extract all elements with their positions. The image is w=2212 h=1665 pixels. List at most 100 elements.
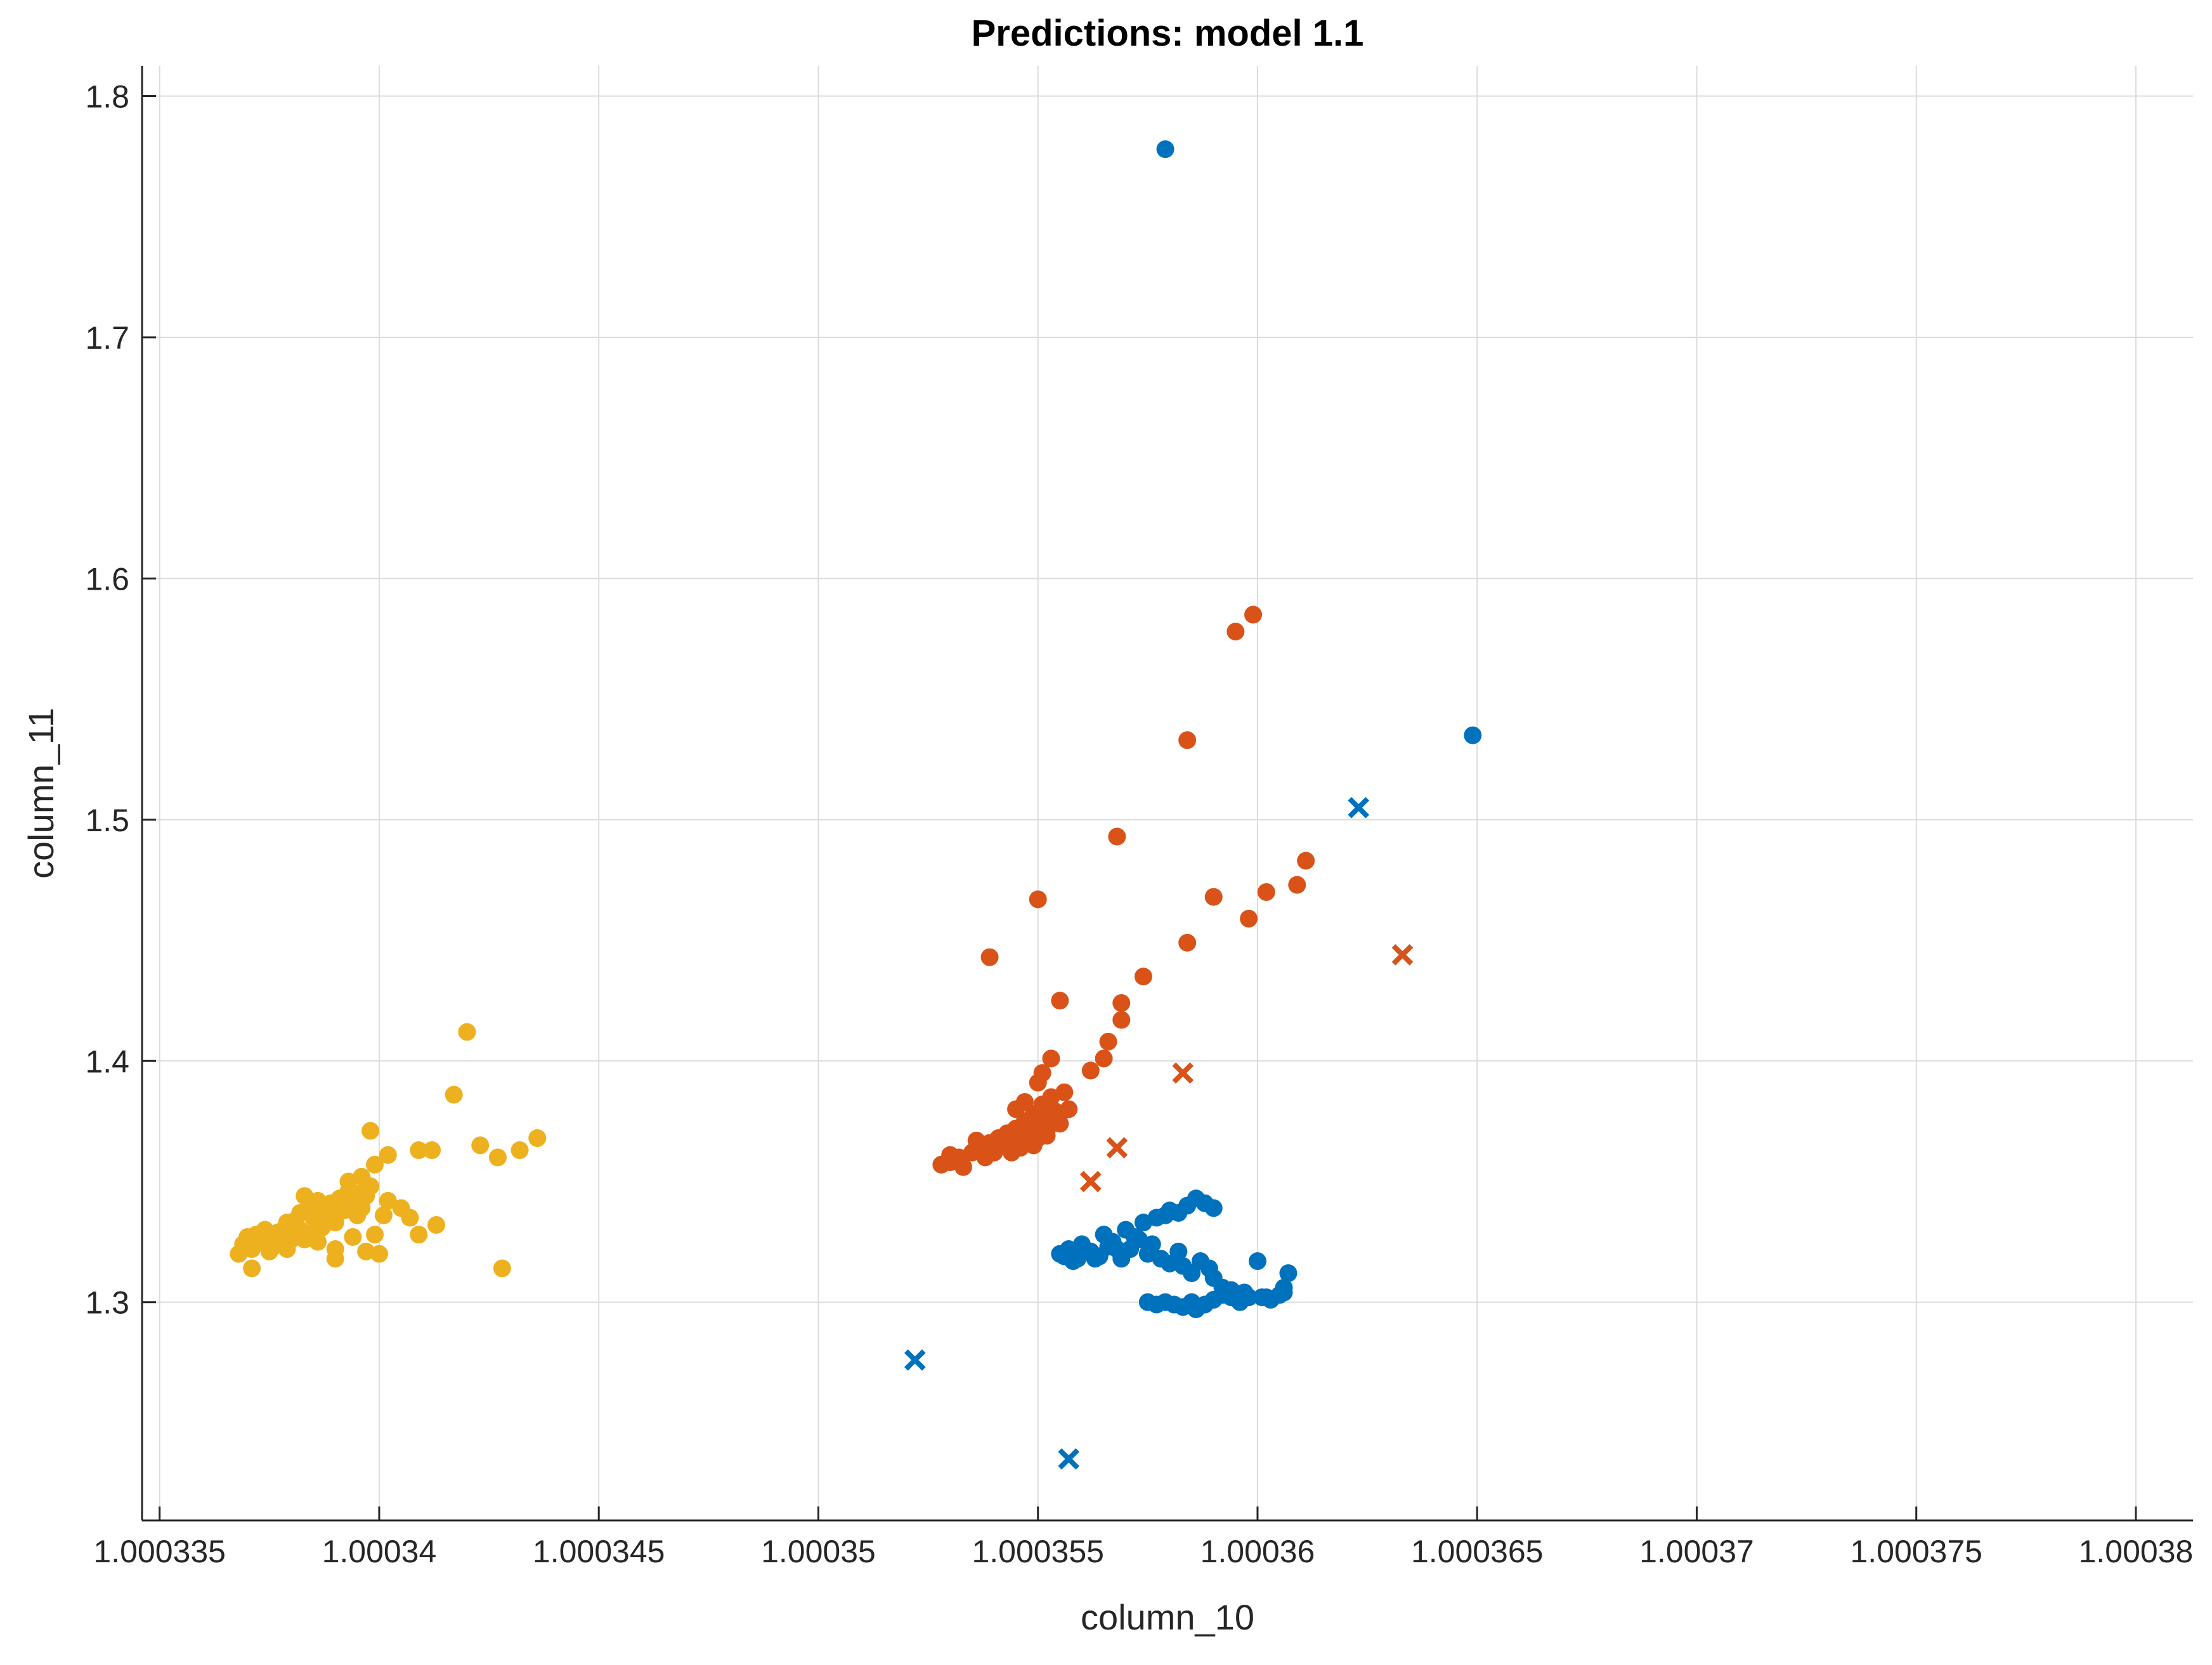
x-tick-label: 1.00034 — [322, 1534, 437, 1569]
yellow-correct-point — [471, 1136, 490, 1155]
orange-correct-point — [941, 1146, 960, 1164]
yellow-correct-point — [344, 1228, 362, 1246]
x-tick-label: 1.000345 — [533, 1534, 665, 1569]
orange-correct-point — [1244, 606, 1263, 624]
blue-correct-point — [1143, 1235, 1161, 1254]
x-tick-label: 1.00037 — [1639, 1534, 1754, 1569]
blue-correct-point — [1086, 1250, 1104, 1268]
x-tick-label: 1.000335 — [93, 1534, 226, 1569]
orange-correct-point — [1226, 623, 1245, 641]
orange-misclassified-x-marker — [1106, 1137, 1128, 1159]
y-tick-label: 1.4 — [85, 1044, 129, 1079]
yellow-correct-point — [511, 1141, 529, 1160]
blue-correct-point — [1261, 1290, 1280, 1309]
yellow-correct-point — [445, 1085, 463, 1104]
orange-correct-point — [1134, 968, 1152, 986]
orange-correct-point — [1288, 876, 1306, 894]
blue-correct-point — [1464, 726, 1482, 744]
y-tick-label: 1.6 — [85, 561, 129, 597]
blue-correct-point — [1072, 1240, 1091, 1259]
orange-correct-point — [1112, 994, 1131, 1012]
yellow-correct-point — [361, 1177, 380, 1196]
blue-correct-point — [1240, 1288, 1258, 1307]
orange-correct-point — [1033, 1064, 1051, 1082]
blue-correct-point — [1099, 1238, 1117, 1256]
orange-correct-point — [1024, 1136, 1043, 1155]
yellow-correct-point — [309, 1233, 327, 1251]
x-axis-title: column_10 — [1081, 1597, 1254, 1637]
orange-misclassified-x-marker — [1172, 1062, 1194, 1084]
orange-correct-point — [980, 948, 999, 966]
yellow-correct-point — [243, 1259, 261, 1278]
y-tick-label: 1.8 — [85, 79, 129, 115]
orange-correct-point — [1051, 1105, 1069, 1123]
yellow-correct-point — [458, 1023, 476, 1041]
blue-correct-point — [1275, 1283, 1293, 1302]
yellow-correct-point — [379, 1191, 397, 1210]
orange-correct-point — [1099, 1032, 1117, 1051]
yellow-correct-point — [528, 1129, 547, 1148]
x-tick-label: 1.000365 — [1411, 1534, 1544, 1569]
orange-correct-point — [1029, 890, 1047, 909]
x-tick-label: 1.000375 — [1850, 1534, 1982, 1569]
orange-correct-point — [1204, 888, 1223, 906]
blue-correct-point — [1248, 1252, 1266, 1271]
orange-correct-point — [1081, 1061, 1100, 1080]
y-tick-label: 1.5 — [85, 803, 129, 838]
yellow-correct-point — [374, 1206, 393, 1224]
blue-misclassified-x-marker — [1348, 796, 1370, 819]
blue-misclassified-x-marker — [1058, 1448, 1080, 1470]
data-points — [230, 140, 1482, 1470]
orange-correct-point — [1042, 1049, 1060, 1068]
yellow-correct-point — [423, 1141, 441, 1160]
orange-correct-point — [1038, 1127, 1056, 1145]
yellow-correct-point — [379, 1146, 397, 1164]
yellow-correct-point — [410, 1141, 428, 1160]
y-tick-label: 1.3 — [85, 1285, 129, 1321]
yellow-correct-point — [357, 1242, 375, 1260]
orange-correct-point — [1178, 933, 1197, 952]
yellow-correct-point — [326, 1250, 344, 1268]
orange-correct-point — [1055, 1083, 1074, 1101]
x-tick-label: 1.000355 — [972, 1534, 1104, 1569]
orange-correct-point — [1112, 1011, 1131, 1029]
yellow-correct-point — [296, 1230, 314, 1248]
yellow-correct-point — [366, 1226, 384, 1244]
blue-misclassified-x-marker — [904, 1349, 926, 1371]
yellow-correct-point — [493, 1259, 511, 1278]
x-tick-label: 1.00036 — [1200, 1534, 1315, 1569]
yellow-correct-point — [488, 1148, 507, 1167]
plot-area — [142, 66, 2193, 1520]
blue-correct-point — [1169, 1242, 1188, 1260]
yellow-correct-point — [427, 1215, 445, 1234]
yellow-correct-point — [370, 1245, 388, 1263]
yellow-correct-point — [348, 1206, 367, 1224]
x-tick-label: 1.00035 — [761, 1534, 876, 1569]
orange-correct-point — [1051, 992, 1069, 1010]
yellow-correct-point — [366, 1155, 384, 1174]
orange-correct-point — [1007, 1100, 1025, 1118]
yellow-correct-point — [401, 1208, 419, 1227]
yellow-correct-point — [326, 1214, 344, 1232]
y-axis-title: column_11 — [21, 708, 61, 879]
x-tick-label: 1.00038 — [2079, 1534, 2194, 1569]
chart-title: Predictions: model 1.1 — [972, 13, 1364, 54]
orange-correct-point — [1240, 909, 1258, 928]
y-tick-label: 1.7 — [85, 320, 129, 356]
yellow-correct-point — [278, 1240, 296, 1259]
blue-correct-point — [1279, 1264, 1298, 1283]
orange-correct-point — [1108, 827, 1126, 846]
yellow-correct-point — [361, 1122, 380, 1140]
orange-misclassified-x-marker — [1391, 944, 1414, 966]
blue-correct-point — [1204, 1199, 1223, 1217]
axis-ticks: 1.000335 1.00034 1.000345 1.00035 1.000355 1.… — [85, 79, 2193, 1569]
yellow-correct-point — [264, 1238, 283, 1256]
orange-misclassified-x-marker — [1079, 1170, 1102, 1193]
orange-correct-point — [1297, 852, 1315, 870]
orange-correct-point — [1178, 731, 1197, 749]
blue-correct-point — [1156, 140, 1174, 159]
yellow-correct-point — [410, 1226, 428, 1244]
orange-correct-point — [1095, 1049, 1113, 1068]
orange-correct-point — [1257, 883, 1275, 901]
